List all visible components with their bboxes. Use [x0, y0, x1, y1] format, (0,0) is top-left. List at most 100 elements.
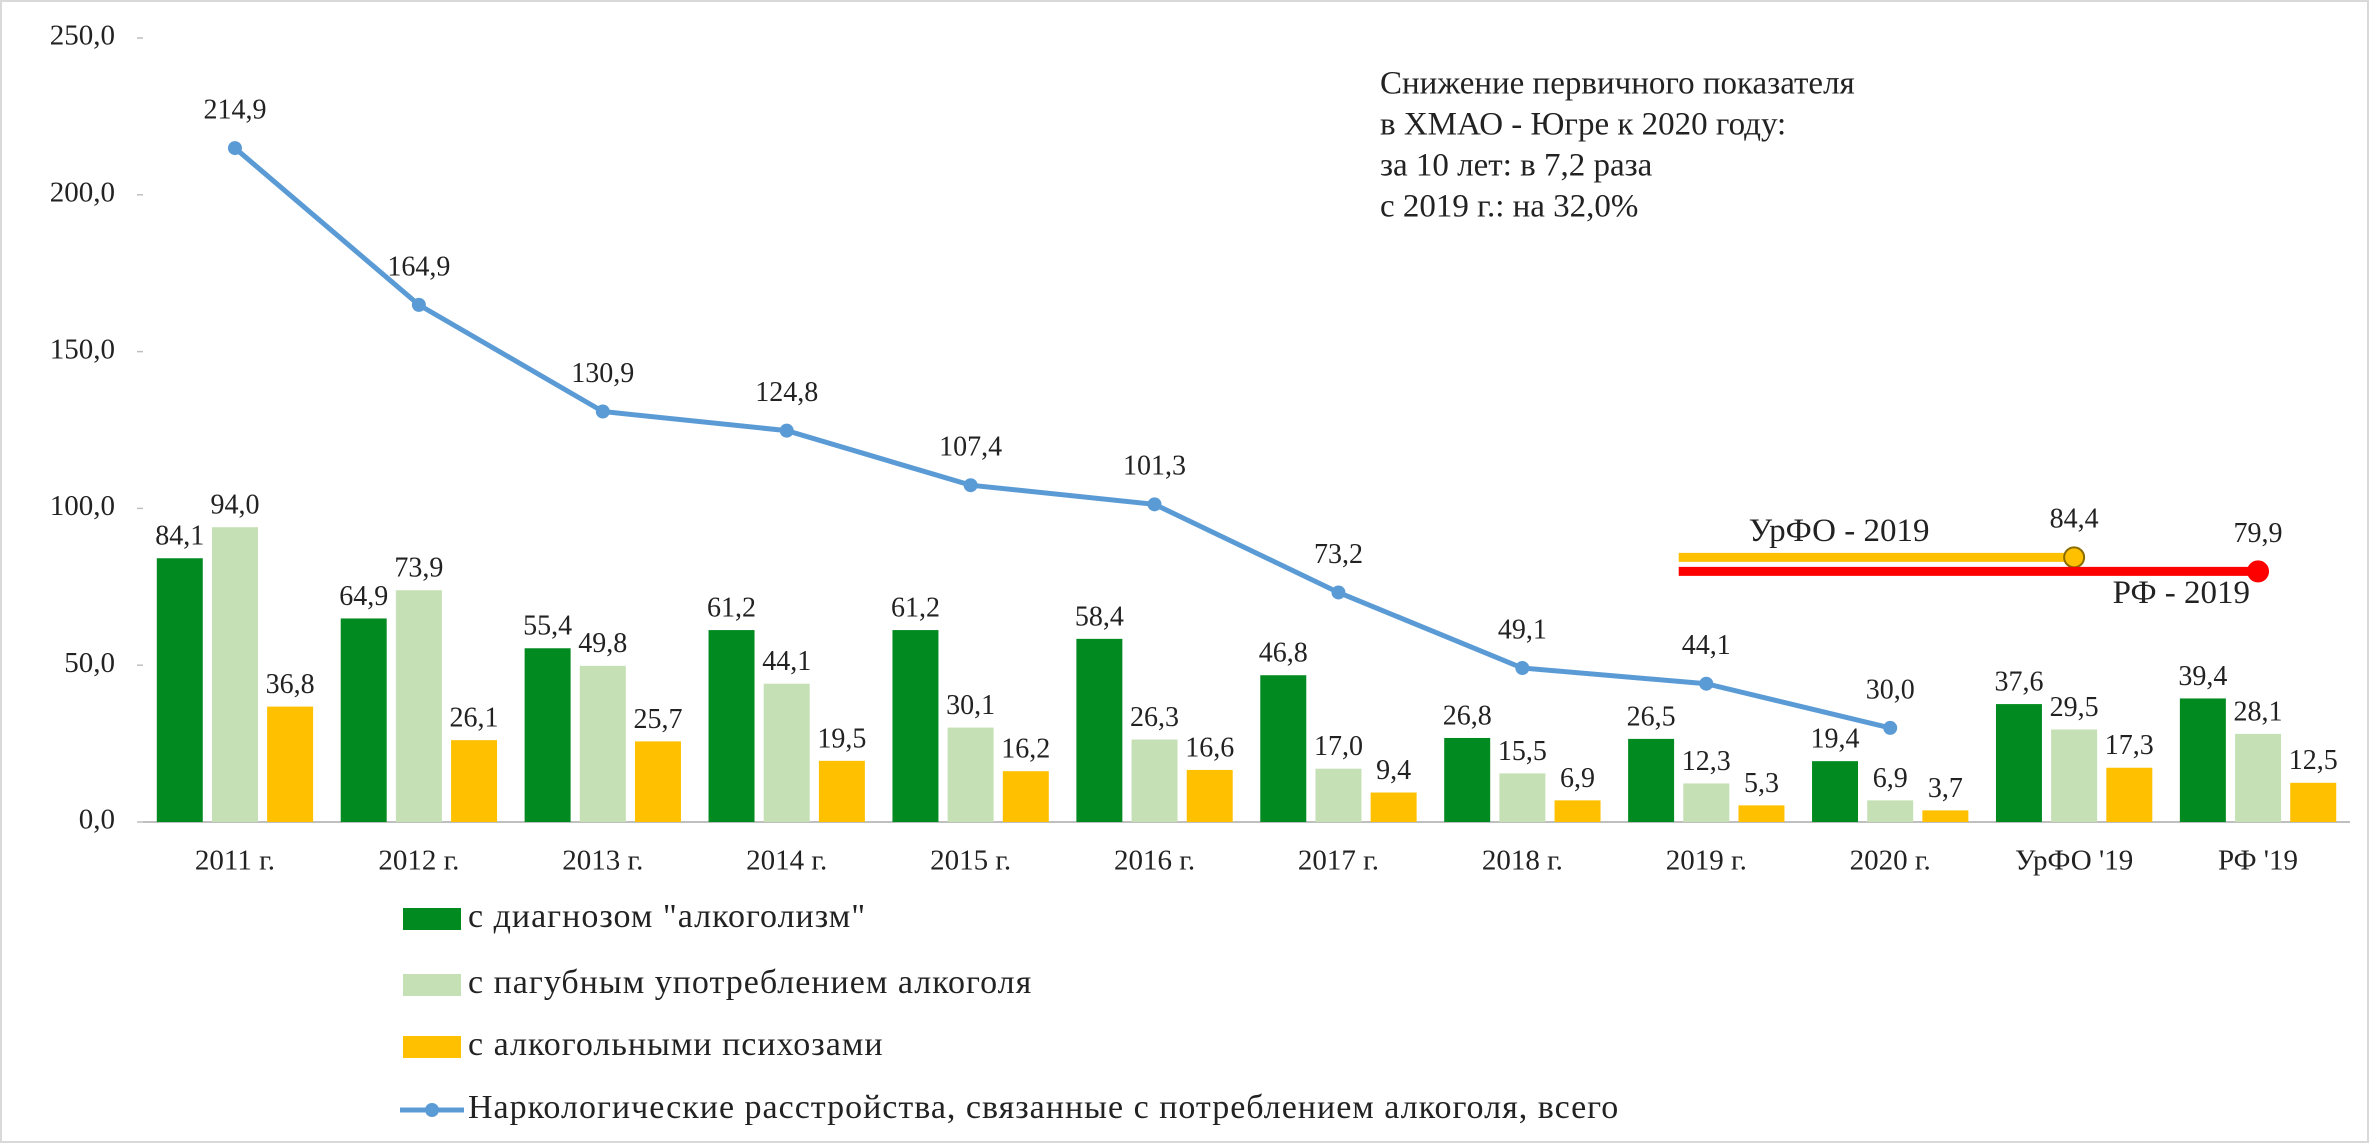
bar: [1131, 739, 1178, 822]
bar: [1002, 771, 1049, 822]
bar: [2051, 729, 2098, 822]
line-point: [1515, 661, 1530, 676]
data-label: 49,8: [578, 628, 627, 659]
y-tick-label: 250,0: [50, 20, 115, 52]
bar: [1683, 783, 1730, 822]
reference-value: 79,9: [2234, 518, 2283, 549]
data-label: 30,1: [946, 690, 995, 721]
bar: [1315, 768, 1362, 822]
legend-label: с диагнозом "алкоголизм": [468, 898, 866, 935]
data-label: 25,7: [633, 704, 682, 735]
bar: [947, 727, 994, 822]
x-tick-label: 2016 г.: [1114, 845, 1195, 877]
bar: [579, 665, 626, 822]
data-label: 44,1: [1682, 630, 1731, 661]
bar: [763, 683, 810, 822]
data-label: 44,1: [762, 646, 811, 677]
bar: [211, 527, 258, 822]
bar: [2179, 698, 2226, 822]
x-tick-label: РФ '19: [2218, 845, 2298, 877]
bar: [1812, 761, 1859, 822]
bar: [1499, 773, 1546, 822]
data-label: 29,5: [2050, 692, 2099, 723]
data-label: 12,3: [1682, 746, 1731, 777]
bar: [1260, 675, 1307, 822]
data-label: 124,8: [755, 377, 818, 408]
data-label: 26,3: [1130, 702, 1179, 733]
bar: [708, 630, 755, 822]
bar: [634, 741, 681, 822]
data-label: 101,3: [1123, 451, 1186, 482]
y-tick-label: 50,0: [64, 647, 115, 679]
data-label: 12,5: [2289, 745, 2338, 776]
data-label: 26,1: [450, 703, 499, 734]
data-label: 49,1: [1498, 614, 1547, 645]
line-point: [1699, 676, 1714, 691]
data-label: 16,2: [1001, 734, 1050, 765]
bar: [1444, 737, 1491, 822]
data-label: 130,9: [571, 358, 634, 389]
legend-swatch: [403, 974, 461, 996]
bar: [2290, 782, 2337, 822]
y-tick-label: 200,0: [50, 176, 115, 208]
x-tick-label: 2011 г.: [195, 845, 275, 877]
line-point: [227, 141, 242, 156]
bar: [2106, 767, 2153, 822]
data-label: 94,0: [210, 490, 259, 521]
legend-swatch: [403, 1036, 461, 1058]
data-label: 73,9: [394, 553, 443, 584]
data-label: 6,9: [1873, 763, 1908, 794]
reference-label: УрФО - 2019: [1749, 513, 1930, 549]
data-label: 36,8: [266, 669, 315, 700]
line-point: [595, 404, 610, 419]
data-label: 164,9: [387, 251, 450, 282]
data-label: 64,9: [339, 581, 388, 612]
x-tick-label: 2017 г.: [1298, 845, 1379, 877]
bar: [156, 558, 203, 822]
y-tick-label: 150,0: [50, 333, 115, 365]
data-label: 61,2: [707, 592, 756, 623]
line-point: [1883, 720, 1898, 735]
line-point: [779, 423, 794, 438]
x-tick-label: 2012 г.: [378, 845, 459, 877]
legend-label: с пагубным употреблением алкоголя: [468, 964, 1032, 1001]
x-tick-label: УрФО '19: [2015, 845, 2133, 877]
reference-label: РФ - 2019: [2113, 575, 2250, 611]
x-tick-label: 2020 г.: [1850, 845, 1931, 877]
bar: [451, 740, 498, 822]
data-label: 39,4: [2178, 661, 2227, 692]
bar: [524, 648, 571, 822]
data-label: 15,5: [1498, 736, 1547, 767]
data-label: 37,6: [1994, 667, 2043, 698]
bar: [1186, 769, 1233, 822]
bar: [340, 618, 387, 822]
y-tick-label: 0,0: [79, 804, 115, 836]
data-label: 58,4: [1075, 601, 1124, 632]
data-label: 46,8: [1259, 638, 1308, 669]
data-label: 17,0: [1314, 731, 1363, 762]
bar: [1370, 792, 1417, 822]
line-point: [1331, 585, 1346, 600]
annotation: в ХМАО - Югре к 2020 году:: [1380, 107, 1786, 143]
data-label: 9,4: [1376, 755, 1411, 786]
annotation: Снижение первичного показателя: [1380, 66, 1855, 102]
legend-swatch: [403, 908, 461, 930]
bar: [1738, 805, 1785, 822]
bar: [1922, 810, 1969, 822]
data-label: 3,7: [1928, 773, 1963, 804]
reference-point: [2063, 546, 2086, 569]
data-label: 28,1: [2234, 696, 2283, 727]
bar: [1628, 738, 1675, 822]
data-label: 26,8: [1443, 700, 1492, 731]
annotation: за 10 лет: в 7,2 раза: [1380, 148, 1653, 184]
data-label: 30,0: [1866, 674, 1915, 705]
bar: [1867, 800, 1914, 822]
bar: [892, 630, 939, 822]
x-tick-label: 2019 г.: [1666, 845, 1747, 877]
data-label: 19,5: [817, 723, 866, 754]
data-label: 17,3: [2105, 730, 2154, 761]
bar: [1554, 800, 1601, 822]
data-label: 61,2: [891, 592, 940, 623]
line-point: [411, 297, 426, 312]
